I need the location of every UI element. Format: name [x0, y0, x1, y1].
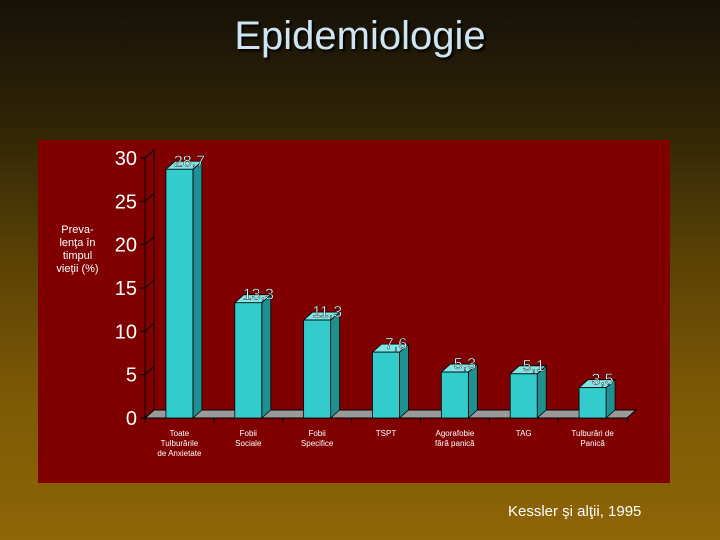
y-tick-diagonal: [144, 409, 155, 419]
bar: [578, 387, 607, 419]
y-tick-diagonal: [144, 192, 155, 202]
data-label: 13,3: [243, 287, 274, 304]
y-tick-diagonal: [144, 366, 155, 376]
x-tick-label: Fobii Specifice: [301, 429, 334, 448]
bar: [303, 319, 332, 419]
bar-side: [192, 160, 203, 419]
x-tick-label: Toate Tulburările de Anxietate: [157, 429, 202, 458]
data-label: 5,3: [454, 356, 476, 373]
bar: [509, 373, 538, 419]
y-tick-diagonal: [144, 322, 155, 332]
x-tick-label: TAG: [516, 429, 532, 438]
y-tick-diagonal: [144, 236, 155, 246]
data-label: 7,6: [385, 336, 407, 353]
data-label: 3,5: [591, 372, 613, 389]
x-tick-label: Fobii Sociale: [235, 429, 262, 448]
data-label: 28,7: [174, 153, 205, 170]
x-tick-label: TSPT: [376, 429, 397, 438]
bar-side: [399, 343, 409, 419]
y-tick-label: 10: [115, 321, 137, 343]
citation: Kessler şi alţii, 1995: [508, 503, 642, 520]
x-tick-label: Tulburări de Panică: [571, 429, 614, 448]
bar: [165, 168, 194, 419]
chart-panel: [38, 140, 670, 483]
y-tick-label: 30: [115, 148, 137, 170]
bar-side: [330, 311, 341, 419]
data-label: 5,1: [523, 358, 545, 375]
y-axis-label: Preva- lenţa în timpul vieţii (%): [56, 224, 99, 275]
y-tick-label: 0: [126, 408, 137, 430]
bar-side: [261, 293, 272, 419]
y-tick-label: 20: [115, 235, 137, 257]
bar: [372, 351, 400, 419]
y-tick-label: 5: [126, 365, 137, 387]
data-label: 11,3: [312, 304, 342, 321]
y-tick-diagonal: [144, 149, 155, 159]
slide-title: Epidemiologie: [234, 14, 486, 58]
y-tick-label: 15: [115, 278, 137, 300]
bar: [440, 371, 469, 419]
x-tick-label: Agorafobie fără panică: [435, 429, 475, 448]
y-tick-diagonal: [144, 279, 155, 289]
y-tick-label: 25: [115, 191, 137, 213]
bar: [234, 302, 263, 419]
